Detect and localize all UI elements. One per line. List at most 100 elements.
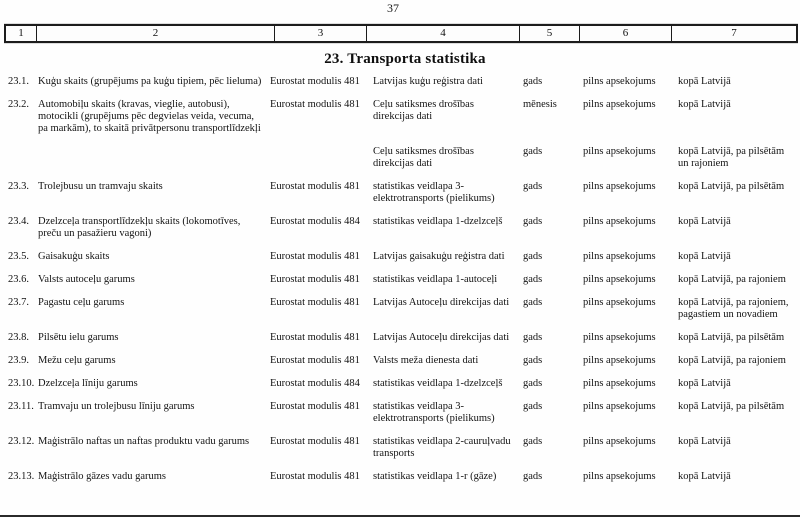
survey-coverage: pilns apsekojums (583, 99, 656, 110)
eurostat-module: Eurostat modulis 481 (270, 251, 360, 262)
data-source: Latvijas Autoceļu direkcijas dati (373, 297, 510, 308)
bottom-page-rule (0, 515, 800, 517)
eurostat-module: Eurostat modulis 481 (270, 471, 360, 482)
column-header-3: 3 (275, 26, 367, 41)
data-source: statistikas veidlapa 3-elektrotransports… (373, 401, 495, 424)
eurostat-module (270, 146, 373, 170)
indicator-name: Dzelzceļa transportlīdzekļu skaits (loko… (38, 216, 241, 239)
table-row: 23.7. Pagastu ceļu garums Eurostat modul… (0, 297, 800, 321)
table-row: 23.3. Trolejbusu un tramvaju skaits Euro… (0, 181, 800, 205)
survey-coverage: pilns apsekojums (583, 146, 656, 157)
row-number: 23.10. (8, 378, 35, 389)
survey-coverage: pilns apsekojums (583, 251, 656, 262)
eurostat-module: Eurostat modulis 481 (270, 401, 360, 412)
table-row: 23.6. Valsts autoceļu garums Eurostat mo… (0, 274, 800, 286)
periodicity: gads (523, 401, 543, 412)
survey-coverage: pilns apsekojums (583, 401, 656, 412)
page-number: 37 (387, 1, 399, 15)
territorial-breakdown: kopā Latvijā, pa pilsētām (678, 181, 785, 192)
territorial-breakdown: kopā Latvijā (678, 251, 731, 262)
eurostat-module: Eurostat modulis 481 (270, 436, 360, 447)
table-row: 23.11. Tramvaju un trolejbusu līniju gar… (0, 401, 800, 425)
survey-coverage: pilns apsekojums (583, 297, 656, 308)
row-number: 23.11. (8, 401, 34, 412)
survey-coverage: pilns apsekojums (583, 181, 656, 192)
territorial-breakdown: kopā Latvijā, pa pilsētām (678, 401, 785, 412)
row-number: 23.5. (8, 251, 29, 262)
data-source: Latvijas Autoceļu direkcijas dati (373, 332, 510, 343)
periodicity: gads (523, 355, 543, 366)
table-row: 23.2. Automobiļu skaits (kravas, vieglie… (0, 99, 800, 135)
column-header-7: 7 (731, 27, 737, 39)
territorial-breakdown: kopā Latvijā (678, 99, 731, 110)
indicator-name: Automobiļu skaits (kravas, vieglie, auto… (38, 99, 261, 134)
survey-coverage: pilns apsekojums (583, 332, 656, 343)
periodicity: gads (523, 251, 543, 262)
territorial-breakdown: kopā Latvijā, pa pilsētām (678, 332, 785, 343)
table-row-continuation: Ceļu satiksmes drošības direkcijas dati … (0, 146, 800, 170)
survey-coverage: pilns apsekojums (583, 378, 656, 389)
table-row: 23.4. Dzelzceļa transportlīdzekļu skaits… (0, 216, 800, 240)
row-number: 23.7. (8, 297, 29, 308)
periodicity: gads (523, 471, 543, 482)
column-header-4: 4 (367, 26, 520, 41)
eurostat-module: Eurostat modulis 481 (270, 76, 360, 87)
data-source: statistikas veidlapa 1-dzelzceļš (373, 216, 503, 227)
periodicity: gads (523, 297, 543, 308)
territorial-breakdown: kopā Latvijā (678, 378, 731, 389)
indicator-name: Tramvaju un trolejbusu līniju garums (38, 401, 195, 412)
survey-coverage: pilns apsekojums (583, 471, 656, 482)
periodicity: gads (523, 332, 543, 343)
data-source: statistikas veidlapa 1-autoceļi (373, 274, 498, 285)
territorial-breakdown: kopā Latvijā, pa pilsētām un rajoniem (678, 146, 785, 169)
indicator-name: Trolejbusu un tramvaju skaits (38, 181, 163, 192)
periodicity: gads (523, 146, 543, 157)
row-number: 23.13. (8, 471, 35, 482)
data-source: Valsts meža dienesta dati (373, 355, 479, 366)
survey-coverage: pilns apsekojums (583, 216, 656, 227)
periodicity: gads (523, 378, 543, 389)
indicator-name: Dzelzceļa līniju garums (38, 378, 138, 389)
section-title: 23. Transporta statistika (324, 51, 486, 67)
data-source: statistikas veidlapa 1-r (gāze) (373, 471, 497, 482)
table-row: 23.9. Mežu ceļu garums Eurostat modulis … (0, 355, 800, 367)
table-row: 23.5. Gaisakuģu skaits Eurostat modulis … (0, 251, 800, 263)
table-row: 23.10. Dzelzceļa līniju garums Eurostat … (0, 378, 800, 390)
indicator-name: Pagastu ceļu garums (38, 297, 125, 308)
survey-coverage: pilns apsekojums (583, 76, 656, 87)
territorial-breakdown: kopā Latvijā, pa rajoniem, pagastiem un … (678, 297, 789, 320)
table-row: 23.13. Maģistrālo gāzes vadu garums Euro… (0, 471, 800, 483)
row-number: 23.3. (8, 181, 29, 192)
periodicity: gads (523, 436, 543, 447)
indicator-name: Gaisakuģu skaits (38, 251, 110, 262)
periodicity: gads (523, 274, 543, 285)
periodicity: mēnesis (523, 99, 557, 110)
data-source: statistikas veidlapa 2-cauruļvadu transp… (373, 436, 511, 459)
eurostat-module: Eurostat modulis 484 (270, 378, 360, 389)
indicator-name: Kuģu skaits (grupējums pa kuģu tipiem, p… (38, 76, 262, 87)
row-number (8, 146, 38, 170)
data-source: Latvijas gaisakuģu reģistra dati (373, 251, 505, 262)
indicator-name: Pilsētu ielu garums (38, 332, 119, 343)
territorial-breakdown: kopā Latvijā, pa rajoniem (678, 274, 786, 285)
data-source: Ceļu satiksmes drošības direkcijas dati (373, 146, 474, 169)
column-header-6: 6 (580, 26, 672, 41)
column-header-5: 5 (520, 26, 580, 41)
data-source: Latvijas kuģu reģistra dati (373, 76, 483, 87)
indicator-name: Mežu ceļu garums (38, 355, 116, 366)
eurostat-module: Eurostat modulis 481 (270, 355, 360, 366)
row-number: 23.6. (8, 274, 29, 285)
indicator-name (38, 146, 270, 170)
indicator-name: Maģistrālo naftas un naftas produktu vad… (38, 436, 250, 447)
row-number: 23.9. (8, 355, 29, 366)
territorial-breakdown: kopā Latvijā (678, 216, 731, 227)
eurostat-module: Eurostat modulis 481 (270, 99, 360, 110)
eurostat-module: Eurostat modulis 481 (270, 181, 360, 192)
row-number: 23.1. (8, 76, 29, 87)
territorial-breakdown: kopā Latvijā (678, 76, 731, 87)
table-row: 23.8. Pilsētu ielu garums Eurostat modul… (0, 332, 800, 344)
column-number-header-row: 1 2 3 4 5 6 7 (4, 24, 798, 43)
indicator-name: Valsts autoceļu garums (38, 274, 135, 285)
statistics-table-body: 23.1. Kuģu skaits (grupējums pa kuģu tip… (0, 76, 800, 494)
territorial-breakdown: kopā Latvijā, pa rajoniem (678, 355, 786, 366)
